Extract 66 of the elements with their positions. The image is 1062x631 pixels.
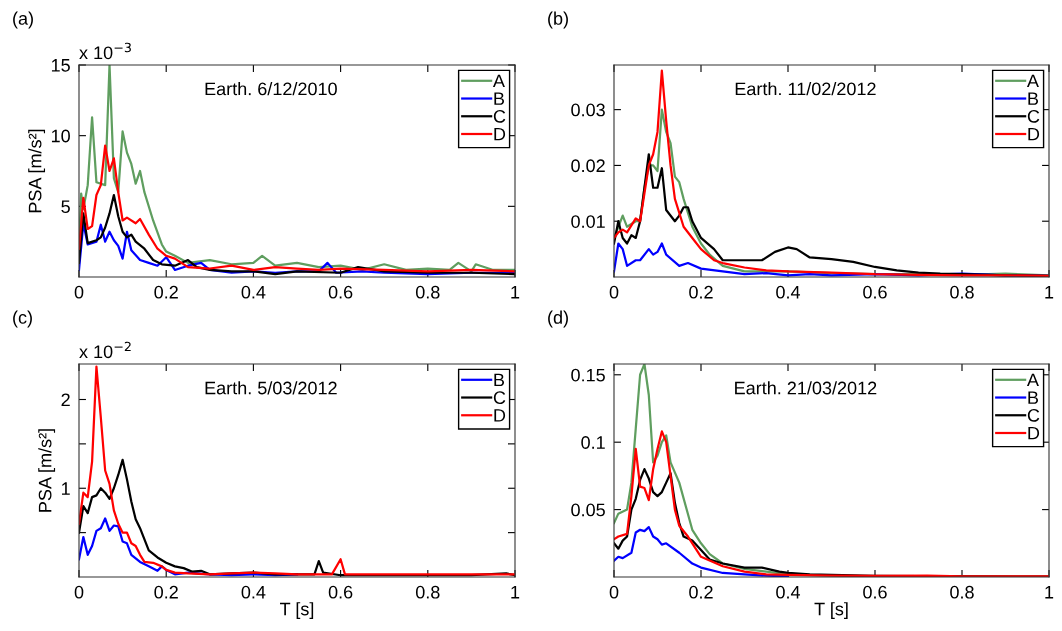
y-tick-label: 0.05 bbox=[571, 503, 605, 517]
y-tick-label: 0.15 bbox=[571, 368, 605, 382]
x-tick-label: 1 bbox=[511, 286, 520, 299]
x-tick-label: 1 bbox=[1045, 586, 1054, 599]
y-tick-label: 15 bbox=[51, 59, 70, 72]
y-tick-label: 10 bbox=[51, 129, 70, 143]
x-tick-label: 0.2 bbox=[154, 585, 178, 599]
text: Earth. 6/12/2010 bbox=[205, 82, 337, 96]
x-axis-title: T [s] bbox=[280, 602, 314, 619]
x-tick-label: 0 bbox=[74, 285, 84, 299]
legend-label: D bbox=[494, 127, 506, 141]
legend-label: D bbox=[1028, 127, 1040, 141]
y-tick-label: 0.03 bbox=[571, 103, 605, 117]
x-tick-label: 0 bbox=[609, 285, 619, 299]
text: Earth. 21/03/2012 bbox=[735, 381, 877, 395]
legend-label: B bbox=[494, 373, 505, 387]
x-tick-label: 0.2 bbox=[689, 285, 713, 299]
x-tick-label: 0.2 bbox=[689, 585, 713, 599]
text: x 10$^{−2}$ bbox=[79, 341, 131, 359]
x-tick-label: 0.8 bbox=[415, 285, 440, 299]
x-tick-label: 0.4 bbox=[241, 585, 266, 599]
text: (c) bbox=[13, 310, 32, 328]
legend-label: B bbox=[1028, 92, 1039, 105]
line-series bbox=[79, 144, 515, 273]
legend-label: C bbox=[493, 391, 506, 405]
x-tick-label: 0.6 bbox=[328, 285, 353, 299]
text: x 10$^{−3}$ bbox=[79, 42, 131, 60]
legend-label: B bbox=[494, 92, 505, 105]
y-axis-title: PSA [m/s²] bbox=[28, 129, 46, 213]
x-tick-label: 0.8 bbox=[950, 285, 974, 299]
y-tick-label: 5 bbox=[61, 200, 70, 214]
line-series bbox=[79, 365, 515, 576]
legend-label: B bbox=[1028, 391, 1039, 404]
legend-label: C bbox=[493, 109, 506, 123]
x-tick-label: 0.4 bbox=[776, 585, 801, 599]
legend-label: A bbox=[492, 74, 505, 88]
text: (a) bbox=[13, 11, 33, 29]
x-tick-label: 0.8 bbox=[950, 585, 974, 599]
y-tick-label: 0.02 bbox=[571, 159, 605, 173]
y-axis-title: PSA [m/s²] bbox=[38, 429, 56, 512]
text: Earth. 11/02/2012 bbox=[735, 82, 876, 96]
y-tick-label: 2 bbox=[61, 393, 70, 407]
x-tick-label: 0.2 bbox=[154, 285, 178, 299]
legend-label: D bbox=[1028, 426, 1040, 440]
x-tick-label: 0.4 bbox=[776, 285, 801, 299]
legend-label: C bbox=[1027, 408, 1040, 422]
x-axis-title: T [s] bbox=[814, 602, 848, 619]
legend-label: C bbox=[1027, 109, 1040, 123]
x-tick-label: 0.8 bbox=[415, 585, 440, 599]
x-tick-label: 1 bbox=[1045, 286, 1054, 299]
x-tick-label: 0.6 bbox=[863, 285, 887, 299]
x-tick-label: 0.6 bbox=[863, 585, 887, 599]
text: Earth. 5/03/2012 bbox=[205, 381, 337, 395]
y-tick-label: 0.01 bbox=[571, 215, 605, 228]
legend-label: D bbox=[494, 409, 506, 422]
text: (d) bbox=[548, 310, 568, 328]
x-tick-label: 0.4 bbox=[241, 285, 266, 299]
x-tick-label: 0 bbox=[74, 585, 84, 599]
x-tick-label: 0.6 bbox=[328, 585, 353, 599]
x-tick-label: 0 bbox=[609, 585, 619, 599]
legend-label: A bbox=[1026, 373, 1039, 387]
x-tick-label: 1 bbox=[511, 586, 520, 599]
text: (b) bbox=[548, 11, 568, 29]
y-tick-label: 1 bbox=[62, 482, 70, 495]
y-tick-label: 0.1 bbox=[581, 436, 605, 449]
legend-label: A bbox=[1026, 74, 1039, 88]
